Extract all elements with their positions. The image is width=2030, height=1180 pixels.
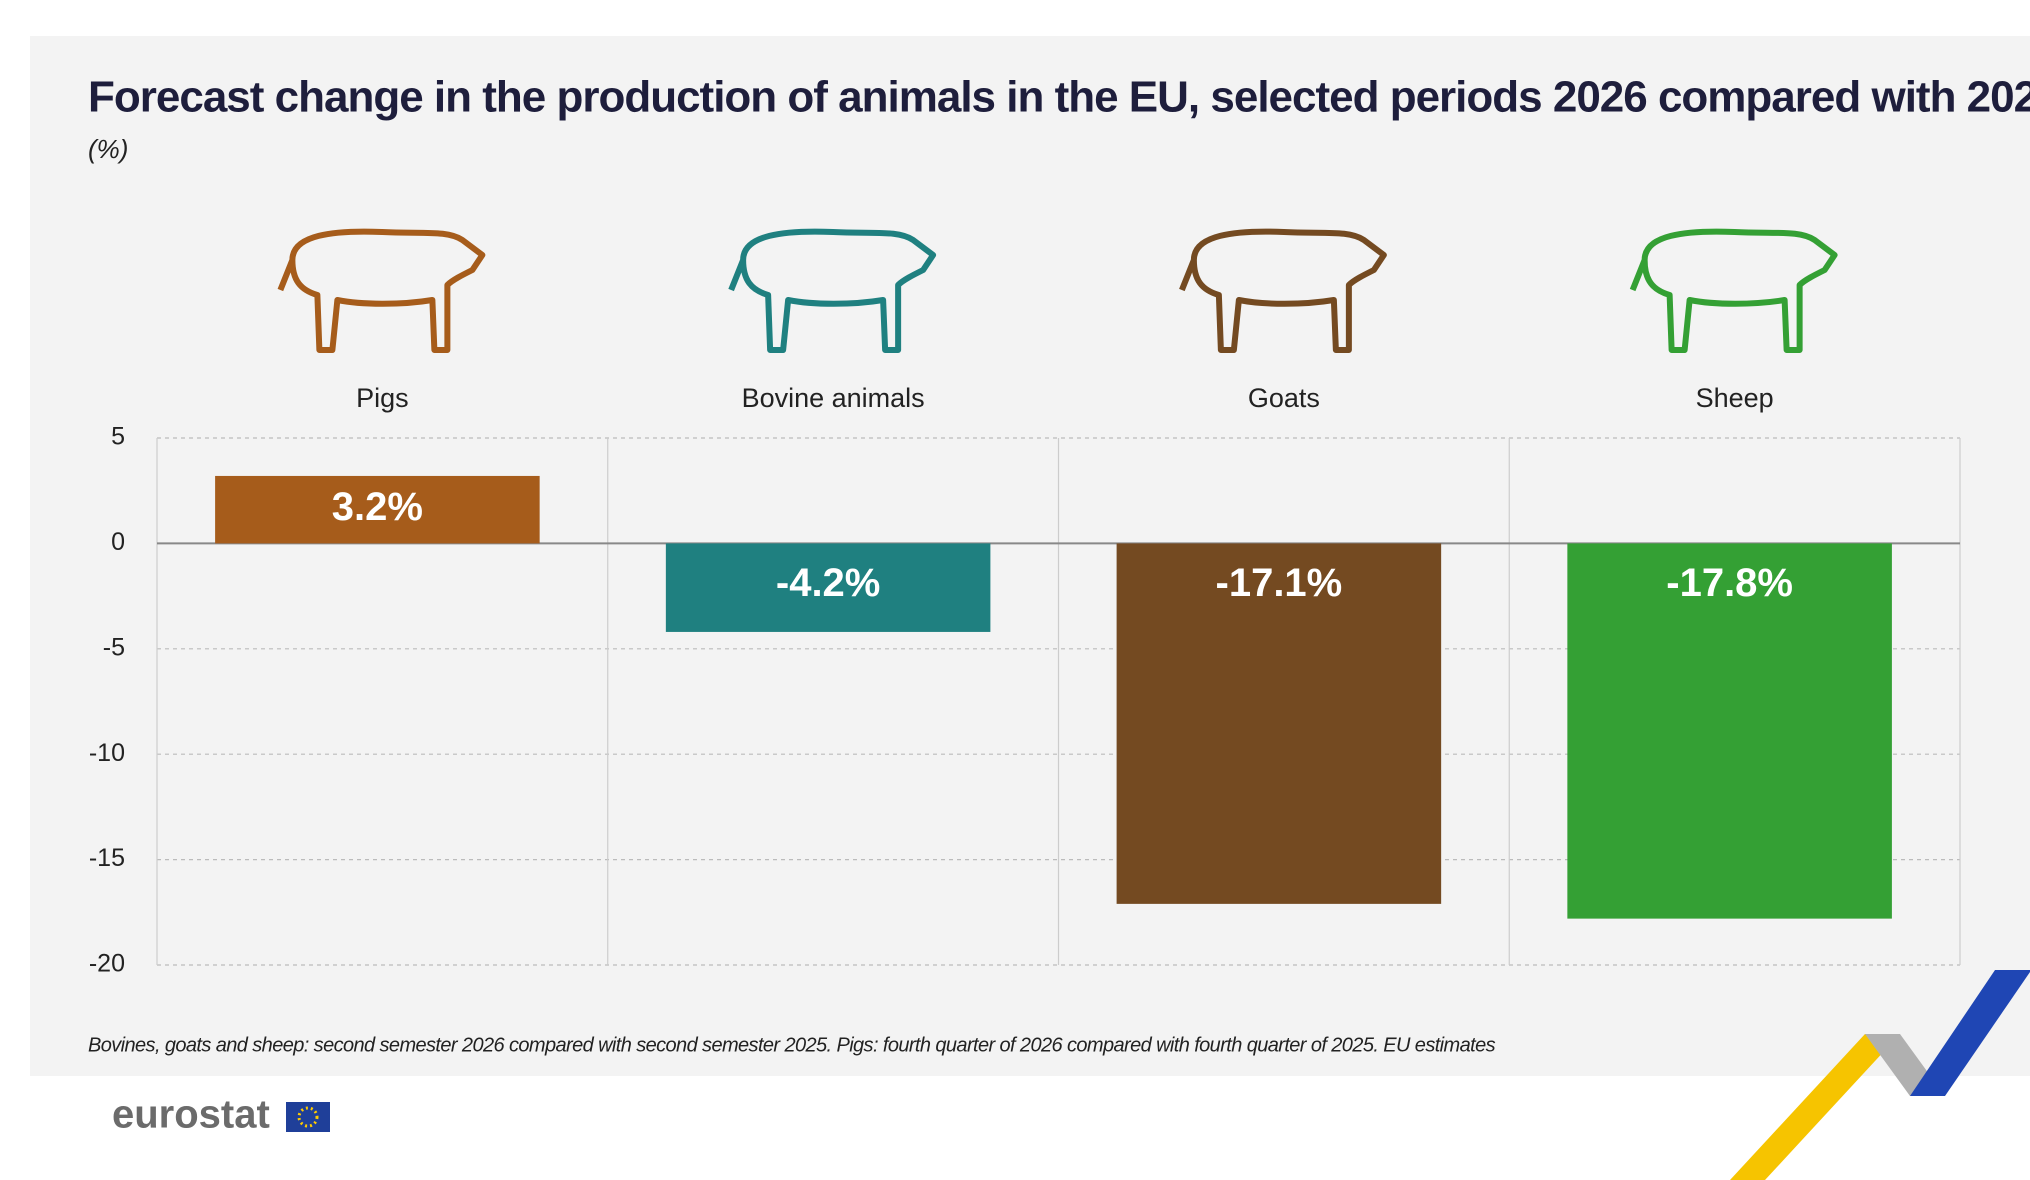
animal-icon <box>1629 228 1838 353</box>
footnote: Bovines, goats and sheep: second semeste… <box>88 1034 1496 1056</box>
x-tick-label: Goats <box>1248 383 1320 413</box>
deco-yellow <box>1730 1034 1900 1180</box>
animal-icon <box>1179 228 1387 353</box>
logo-text: eurostat <box>112 1093 270 1137</box>
eu-flag <box>286 1102 330 1132</box>
bar <box>215 475 540 544</box>
x-tick-label: Pigs <box>356 383 409 413</box>
animal-icon <box>728 228 937 353</box>
y-tick-label: -10 <box>89 739 125 767</box>
y-tick-label: 0 <box>111 528 125 556</box>
data-label: -4.2% <box>776 561 881 605</box>
chart-subtitle: (%) <box>88 134 128 164</box>
y-tick-label: -20 <box>89 950 125 978</box>
bar <box>1116 543 1442 904</box>
icons <box>277 228 1838 353</box>
x-tick-label: Sheep <box>1696 383 1774 413</box>
chart-title: Forecast change in the production of ani… <box>88 73 2030 122</box>
data-label: -17.1% <box>1216 561 1343 605</box>
eu-stars <box>297 1106 319 1128</box>
data-label: 3.2% <box>332 485 423 529</box>
x-tick-label: Bovine animals <box>742 383 925 413</box>
deco-blue <box>1910 970 2030 1096</box>
bar <box>1567 543 1892 919</box>
data-label: -17.8% <box>1666 561 1793 605</box>
y-tick-label: -15 <box>89 844 125 872</box>
animal-icon <box>277 228 486 353</box>
y-tick-label: 5 <box>111 423 125 451</box>
bar <box>665 543 991 632</box>
y-tick-label: -5 <box>103 633 125 661</box>
